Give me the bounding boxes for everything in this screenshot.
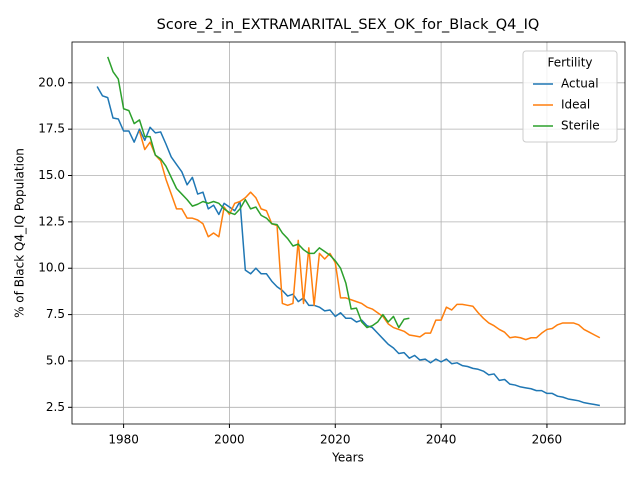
legend-label: Actual — [561, 77, 599, 91]
x-tick-label: 1980 — [108, 433, 139, 447]
plot-frame — [71, 41, 626, 425]
y-tick-label: 2.5 — [46, 400, 65, 414]
y-tick-label: 12.5 — [38, 214, 65, 228]
legend-label: Ideal — [561, 98, 590, 112]
y-tick-label: 20.0 — [38, 75, 65, 89]
line-series — [138, 130, 601, 341]
line-series — [96, 86, 600, 407]
legend-box — [522, 50, 618, 143]
line-series — [107, 56, 410, 329]
x-tick-label: 2000 — [214, 433, 245, 447]
y-tick-label: 7.5 — [46, 307, 65, 321]
y-axis-label: % of Black Q4_IQ Population — [13, 148, 27, 318]
chart-title: Score_2_in_EXTRAMARITAL_SEX_OK_for_Black… — [157, 17, 540, 33]
x-axis-label: Years — [331, 451, 364, 465]
x-tick-label: 2020 — [320, 433, 351, 447]
y-tick-label: 5.0 — [46, 353, 65, 367]
legend-label: Sterile — [561, 119, 600, 133]
x-tick-label: 2040 — [426, 433, 457, 447]
y-tick-label: 10.0 — [38, 261, 65, 275]
legend-title: Fertility — [547, 56, 592, 70]
y-tick-label: 17.5 — [38, 122, 65, 136]
y-tick-label: 15.0 — [38, 168, 65, 182]
x-tick-label: 2060 — [532, 433, 563, 447]
